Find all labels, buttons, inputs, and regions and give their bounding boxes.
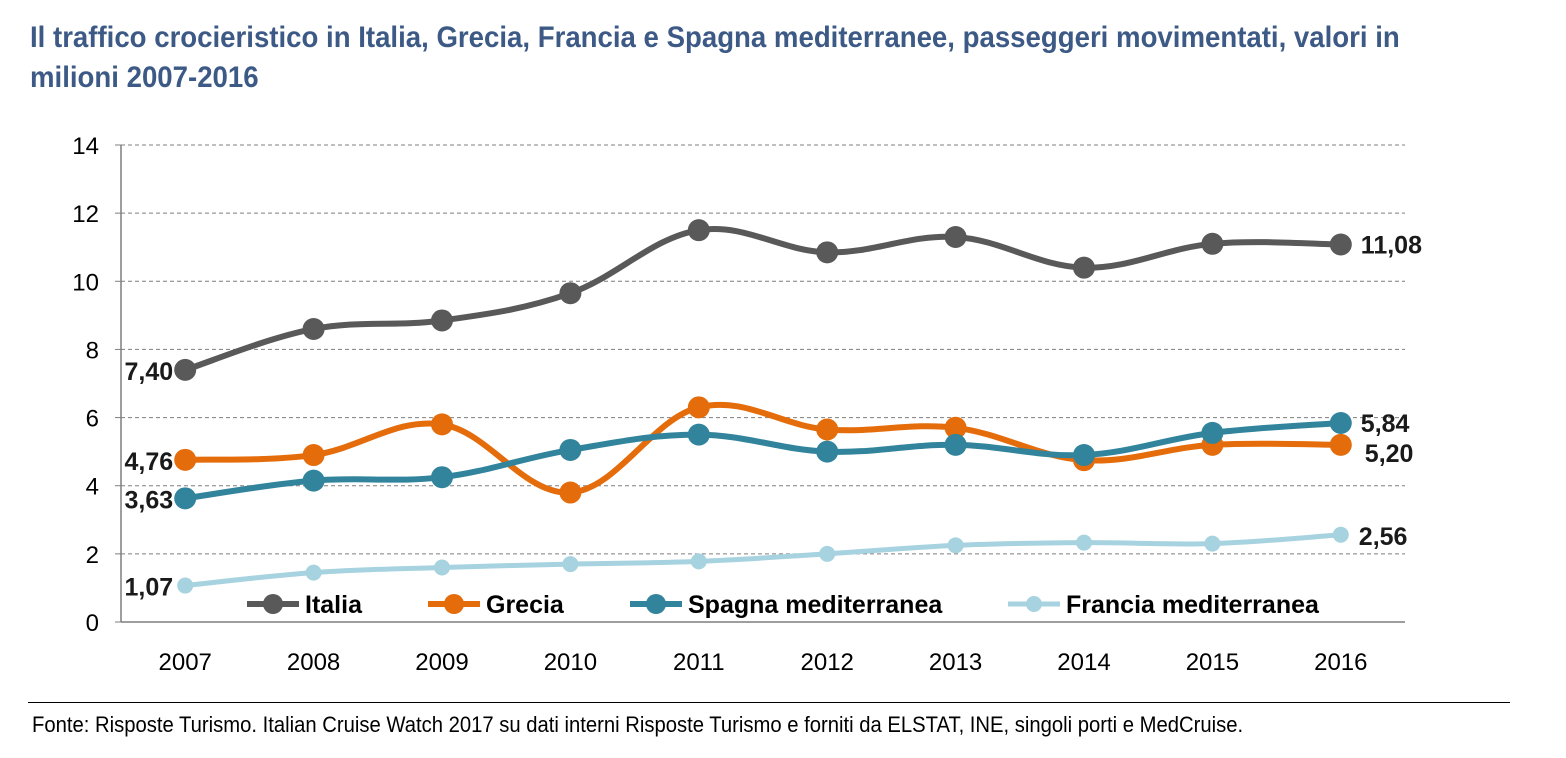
data-point xyxy=(174,487,197,510)
data-point xyxy=(1329,233,1352,256)
data-point xyxy=(305,564,322,581)
y-tick-label: 8 xyxy=(86,337,99,364)
data-point xyxy=(816,418,839,441)
data-label: 5,84 xyxy=(1361,410,1410,438)
data-label: 5,20 xyxy=(1365,440,1414,468)
data-point xyxy=(302,444,325,467)
data-point xyxy=(559,438,582,461)
data-point xyxy=(687,423,710,446)
legend-swatch-marker xyxy=(1026,596,1042,612)
data-point xyxy=(944,433,967,456)
series-line-2 xyxy=(185,401,1341,496)
y-tick-label: 6 xyxy=(86,406,99,433)
series-line-3 xyxy=(184,420,1342,502)
grid-lines xyxy=(121,144,1405,555)
x-tick-label: 2008 xyxy=(287,649,340,676)
data-point xyxy=(1329,412,1352,435)
series-points xyxy=(174,219,1352,594)
x-tick-label: 2015 xyxy=(1186,649,1239,676)
y-tick-label: 0 xyxy=(86,610,99,637)
data-point xyxy=(559,282,582,305)
x-tick-label: 2013 xyxy=(929,649,982,676)
series-line-1 xyxy=(184,226,1341,373)
legend-label: Spagna mediterranea xyxy=(688,591,943,619)
y-tick-label: 10 xyxy=(72,269,99,296)
x-tick-label: 2012 xyxy=(801,649,854,676)
x-tick-label: 2007 xyxy=(159,649,212,676)
data-point xyxy=(559,481,582,504)
data-label: 1,07 xyxy=(125,574,174,602)
data-point xyxy=(434,559,450,576)
data-point xyxy=(174,358,197,381)
data-point xyxy=(431,466,453,489)
data-label: 3,63 xyxy=(125,486,174,514)
legend-label: Francia mediterranea xyxy=(1066,591,1320,619)
x-tick-label: 2016 xyxy=(1314,649,1367,676)
data-point xyxy=(431,413,453,436)
data-point xyxy=(562,556,579,573)
data-point xyxy=(944,225,967,248)
x-tick-label: 2010 xyxy=(544,649,597,676)
legend-swatch-marker xyxy=(646,594,666,614)
data-label: 4,76 xyxy=(125,448,174,476)
legend-label: Italia xyxy=(305,591,363,619)
data-point xyxy=(816,440,839,463)
y-tick-label: 4 xyxy=(86,474,99,501)
axes: 0 2 4 6 8 10 12 14 2007 2008 2009 2010 2011 2012 2013 2… xyxy=(72,133,1405,676)
data-point xyxy=(947,537,964,554)
data-point xyxy=(1332,526,1349,543)
legend-swatch-marker xyxy=(444,594,464,614)
data-label: 7,40 xyxy=(125,358,174,386)
data-point xyxy=(431,309,453,332)
source-divider xyxy=(28,702,1510,703)
data-point xyxy=(177,577,194,594)
y-tick-label: 14 xyxy=(72,133,99,160)
data-point xyxy=(687,219,710,242)
data-point xyxy=(1204,535,1221,552)
data-point xyxy=(816,241,839,264)
data-point xyxy=(302,469,325,492)
data-point xyxy=(944,416,967,439)
legend-swatch-marker xyxy=(263,594,283,614)
data-label: 2,56 xyxy=(1359,523,1408,551)
x-tick-label: 2009 xyxy=(415,649,468,676)
series-lines xyxy=(184,226,1342,589)
data-point xyxy=(1073,256,1095,279)
y-tick-label: 12 xyxy=(72,201,99,228)
data-point xyxy=(690,553,707,570)
legend: Italia Grecia Spagna mediterranea Francia m… xyxy=(247,591,1320,619)
data-point xyxy=(1073,444,1095,467)
data-point xyxy=(687,396,710,419)
legend-label: Grecia xyxy=(486,591,565,619)
data-label: 11,08 xyxy=(1361,231,1422,259)
data-point xyxy=(1076,534,1092,551)
data-labels: 7,40 11,08 4,76 5,20 3,63 5,84 1,07 2,56 xyxy=(125,231,1423,601)
source-note: Fonte: Risposte Turismo. Italian Cruise … xyxy=(32,712,1244,737)
x-tick-label: 2014 xyxy=(1057,649,1110,676)
data-point xyxy=(302,317,325,340)
series-line-4 xyxy=(184,532,1341,589)
y-tick-label: 2 xyxy=(86,542,99,569)
data-point xyxy=(819,545,836,562)
data-point xyxy=(1201,421,1224,444)
data-point xyxy=(174,448,197,471)
x-tick-label: 2011 xyxy=(673,649,725,676)
chart-title: Il traffico crocieristico in Italia, Gre… xyxy=(30,21,1400,94)
data-point xyxy=(1329,433,1352,456)
data-point xyxy=(1201,232,1224,255)
line-chart: 0 2 4 6 8 10 12 14 2007 2008 2009 2010 2011 2012 2013 2… xyxy=(72,133,1423,676)
